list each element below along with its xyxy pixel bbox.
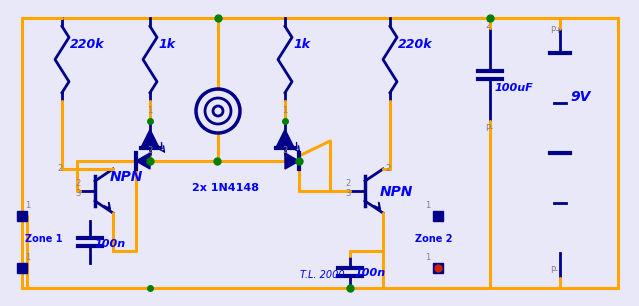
Text: 1: 1 bbox=[282, 106, 288, 115]
Text: P+: P+ bbox=[550, 26, 562, 35]
Text: 100n: 100n bbox=[355, 268, 386, 278]
Text: 1: 1 bbox=[425, 201, 430, 210]
Text: 100n: 100n bbox=[95, 239, 126, 249]
Text: 1: 1 bbox=[25, 201, 30, 210]
Text: 2: 2 bbox=[147, 146, 152, 155]
Polygon shape bbox=[136, 153, 150, 169]
Text: 3: 3 bbox=[75, 189, 81, 198]
Text: 2: 2 bbox=[345, 179, 350, 188]
Text: 220k: 220k bbox=[70, 38, 105, 51]
Text: 2: 2 bbox=[57, 164, 62, 173]
Text: Zone 2: Zone 2 bbox=[415, 234, 452, 244]
Text: P-: P- bbox=[550, 266, 558, 275]
Polygon shape bbox=[285, 153, 299, 169]
Text: NPN: NPN bbox=[380, 185, 413, 199]
Text: 1: 1 bbox=[147, 106, 152, 115]
Polygon shape bbox=[276, 129, 294, 147]
Text: 2x 1N4148: 2x 1N4148 bbox=[192, 183, 259, 193]
Text: 3: 3 bbox=[345, 189, 350, 198]
Text: 1k: 1k bbox=[158, 38, 175, 51]
Text: 2: 2 bbox=[75, 179, 81, 188]
Text: 100uF: 100uF bbox=[495, 83, 534, 93]
Text: 2: 2 bbox=[282, 146, 288, 155]
Text: Zone 1: Zone 1 bbox=[25, 234, 63, 244]
Text: P-: P- bbox=[485, 124, 493, 133]
Text: 2: 2 bbox=[385, 164, 390, 173]
Text: 1: 1 bbox=[425, 253, 430, 262]
Text: 1k: 1k bbox=[293, 38, 310, 51]
Text: NPN: NPN bbox=[110, 170, 143, 184]
Text: 220k: 220k bbox=[398, 38, 433, 51]
Text: 1: 1 bbox=[25, 253, 30, 262]
Text: T.L. 2000: T.L. 2000 bbox=[300, 270, 344, 280]
Text: 9V: 9V bbox=[570, 90, 590, 104]
Text: 2: 2 bbox=[485, 21, 490, 30]
Polygon shape bbox=[141, 129, 159, 147]
